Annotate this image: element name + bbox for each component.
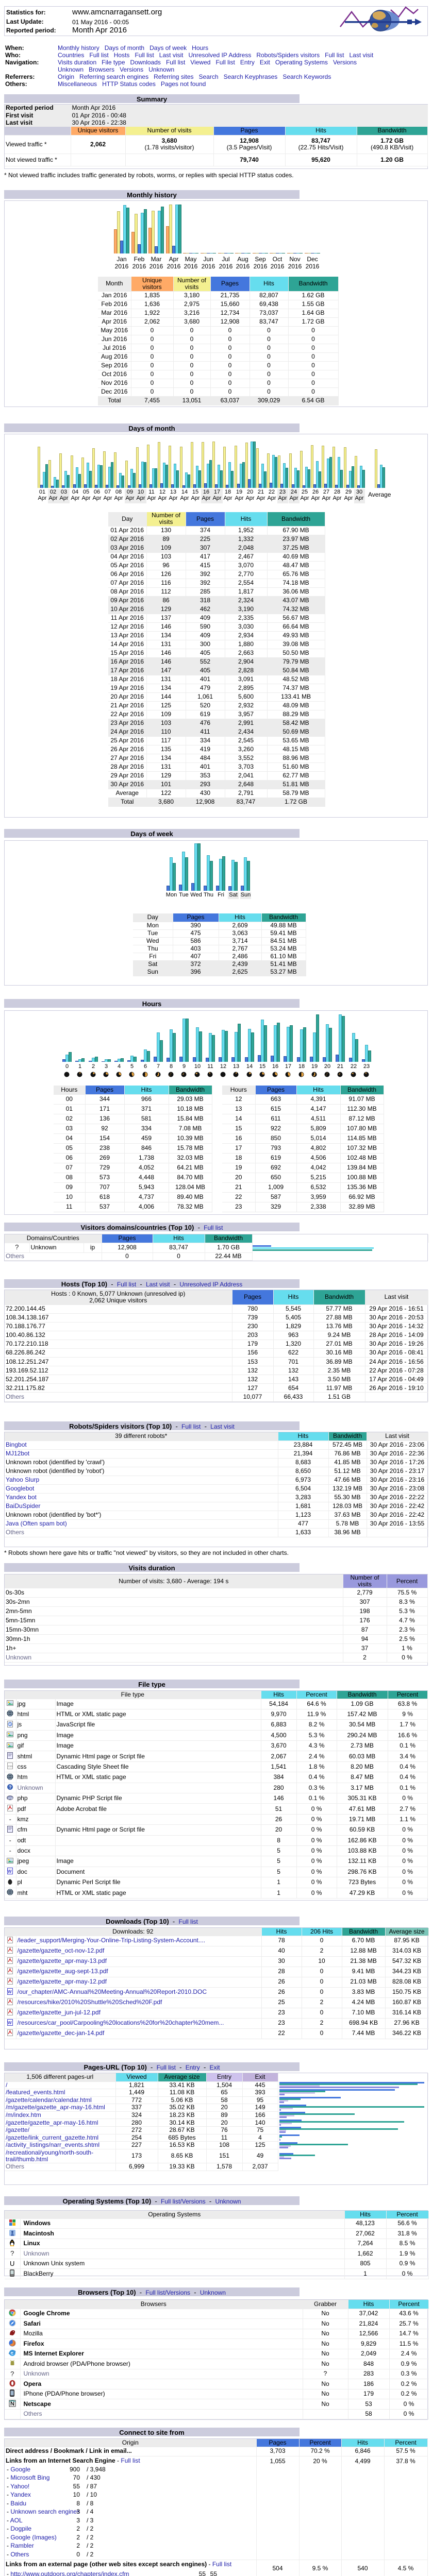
svg-text:css: css (8, 1765, 13, 1768)
svg-text:W: W (8, 2021, 12, 2025)
svg-text:?: ? (9, 1785, 12, 1790)
svg-text:php: php (8, 1797, 14, 1800)
svg-text:W: W (8, 1869, 12, 1874)
svg-text:S: S (9, 1723, 12, 1726)
svg-text:e: e (10, 2351, 13, 2357)
svg-text:N: N (10, 2401, 14, 2407)
svg-text:W: W (8, 1990, 12, 1994)
